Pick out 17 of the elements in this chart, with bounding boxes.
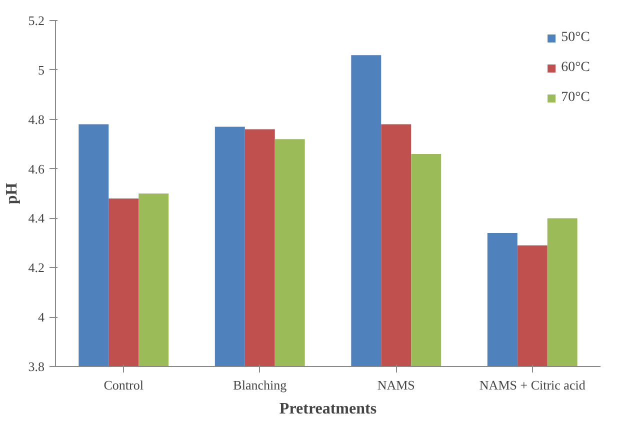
legend-label: 70°C — [561, 90, 590, 106]
x-tick-label: NAMS — [377, 378, 415, 392]
legend-label: 60°C — [561, 60, 590, 76]
y-tick-label: 4 — [38, 310, 45, 325]
y-tick-label: 4.8 — [28, 112, 44, 127]
legend-label: 50°C — [561, 30, 590, 46]
y-tick-label: 4.6 — [28, 161, 45, 176]
y-tick-label: 5 — [38, 62, 44, 78]
y-tick-label: 3.8 — [28, 359, 44, 374]
x-tick-label: NAMS + Citric acid — [479, 378, 586, 392]
y-tick-label: 5.2 — [28, 13, 44, 28]
y-axis-title: pH — [3, 182, 20, 204]
x-tick-label: Blanching — [233, 378, 288, 392]
x-axis-title: Pretreatments — [279, 400, 377, 418]
y-tick-label: 4.4 — [28, 210, 45, 226]
x-tick-label: Control — [104, 378, 144, 392]
y-tick-label: 4.2 — [28, 260, 44, 276]
